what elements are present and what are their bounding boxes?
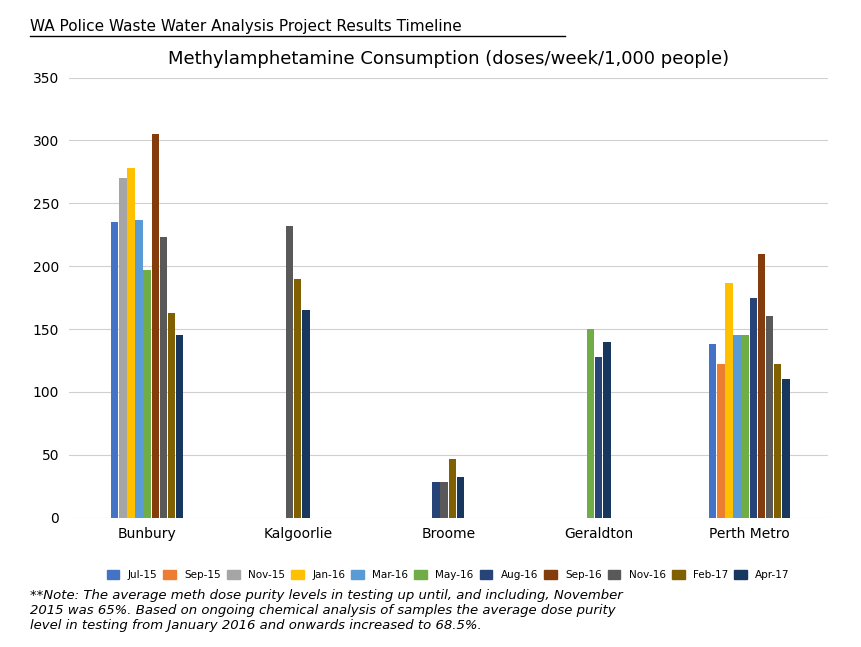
Text: WA Police Waste Water Analysis Project Results Timeline: WA Police Waste Water Analysis Project R… bbox=[30, 19, 461, 34]
Bar bbox=[781, 379, 789, 518]
Bar bbox=[733, 335, 740, 518]
Bar bbox=[456, 477, 463, 518]
Bar bbox=[294, 279, 301, 518]
Bar bbox=[594, 356, 602, 518]
Legend: Jul-15, Sep-15, Nov-15, Jan-16, Mar-16, May-16, Aug-16, Sep-16, Nov-16, Feb-17, : Jul-15, Sep-15, Nov-15, Jan-16, Mar-16, … bbox=[103, 567, 792, 584]
Bar bbox=[168, 313, 175, 518]
Bar bbox=[586, 329, 594, 518]
Bar bbox=[440, 483, 448, 518]
Bar bbox=[740, 335, 748, 518]
Title: Methylamphetamine Consumption (doses/week/1,000 people): Methylamphetamine Consumption (doses/wee… bbox=[168, 50, 728, 68]
Bar bbox=[286, 226, 293, 518]
Bar bbox=[716, 364, 724, 518]
Bar bbox=[301, 310, 309, 518]
Bar bbox=[448, 459, 455, 518]
Bar bbox=[432, 483, 439, 518]
Bar bbox=[127, 168, 134, 518]
Bar bbox=[765, 316, 772, 518]
Bar bbox=[143, 270, 151, 518]
Bar bbox=[119, 178, 127, 518]
Bar bbox=[159, 237, 167, 518]
Bar bbox=[724, 283, 732, 518]
Bar bbox=[176, 335, 183, 518]
Bar bbox=[708, 344, 715, 518]
Bar bbox=[757, 254, 765, 518]
Bar bbox=[749, 298, 756, 518]
Bar bbox=[135, 220, 143, 518]
Bar bbox=[111, 222, 118, 518]
Bar bbox=[603, 342, 610, 518]
Bar bbox=[773, 364, 781, 518]
Text: **Note: The average meth dose purity levels in testing up until, and including, : **Note: The average meth dose purity lev… bbox=[30, 589, 623, 631]
Bar bbox=[152, 134, 159, 518]
